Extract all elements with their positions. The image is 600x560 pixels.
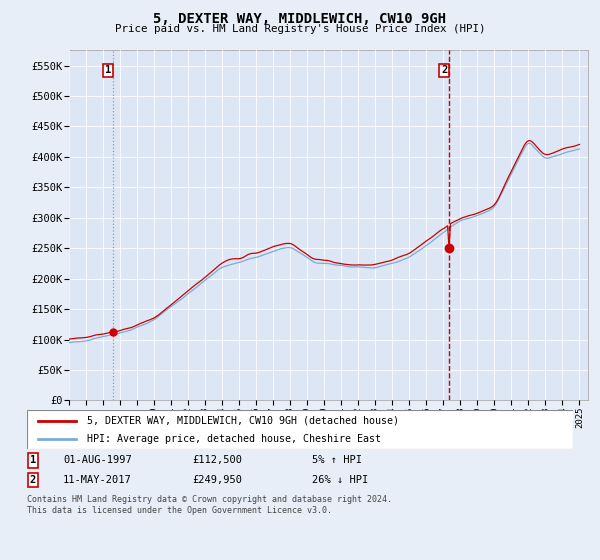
Text: 5% ↑ HPI: 5% ↑ HPI (312, 455, 362, 465)
Text: HPI: Average price, detached house, Cheshire East: HPI: Average price, detached house, Ches… (87, 433, 381, 444)
Text: This data is licensed under the Open Government Licence v3.0.: This data is licensed under the Open Gov… (27, 506, 332, 515)
Text: 01-AUG-1997: 01-AUG-1997 (63, 455, 132, 465)
Text: Contains HM Land Registry data © Crown copyright and database right 2024.: Contains HM Land Registry data © Crown c… (27, 495, 392, 504)
Text: £249,950: £249,950 (192, 475, 242, 485)
Text: Price paid vs. HM Land Registry's House Price Index (HPI): Price paid vs. HM Land Registry's House … (115, 24, 485, 34)
Text: 26% ↓ HPI: 26% ↓ HPI (312, 475, 368, 485)
Text: 1: 1 (30, 455, 36, 465)
Text: 11-MAY-2017: 11-MAY-2017 (63, 475, 132, 485)
Text: 2: 2 (30, 475, 36, 485)
Text: 1: 1 (105, 66, 111, 76)
Text: 5, DEXTER WAY, MIDDLEWICH, CW10 9GH (detached house): 5, DEXTER WAY, MIDDLEWICH, CW10 9GH (det… (87, 416, 399, 426)
Text: £112,500: £112,500 (192, 455, 242, 465)
Text: 2: 2 (441, 66, 448, 76)
Text: 5, DEXTER WAY, MIDDLEWICH, CW10 9GH: 5, DEXTER WAY, MIDDLEWICH, CW10 9GH (154, 12, 446, 26)
